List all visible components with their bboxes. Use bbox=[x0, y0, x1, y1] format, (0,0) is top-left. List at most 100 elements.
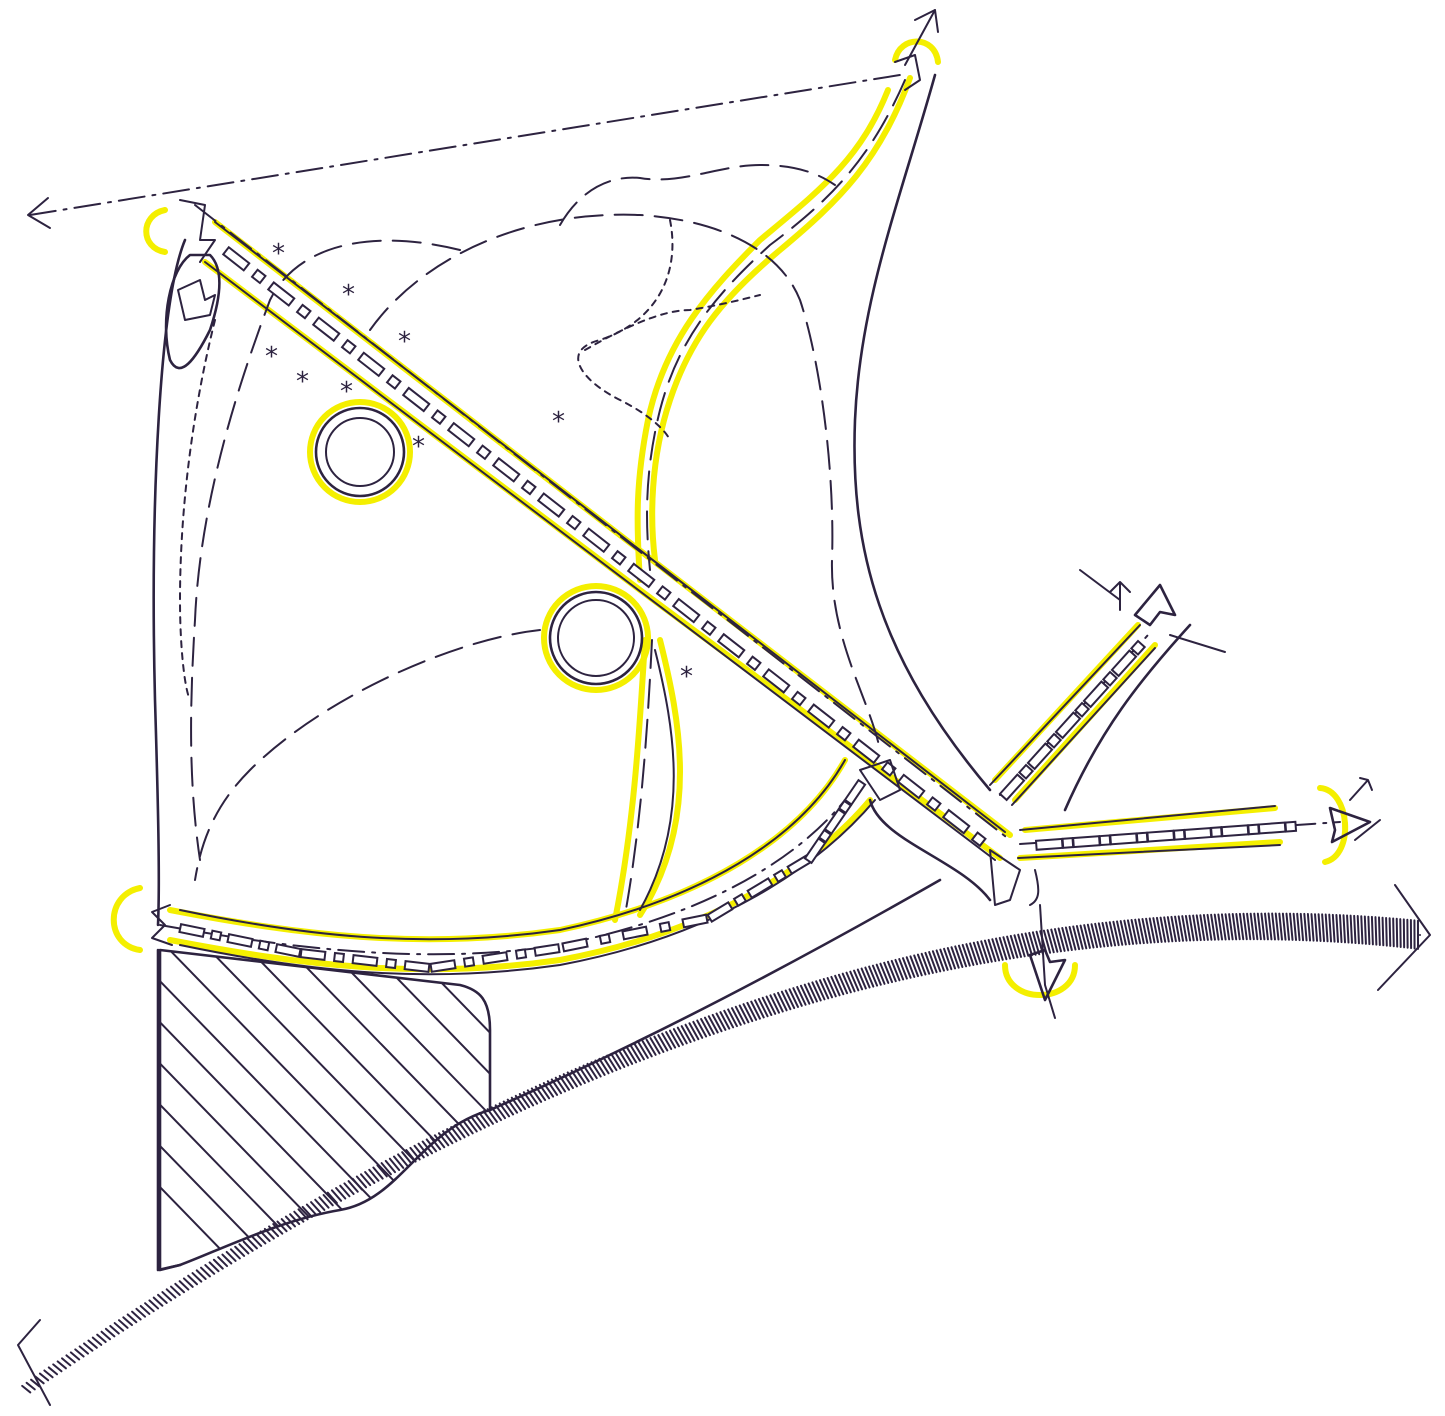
dashed-path-arc bbox=[369, 213, 881, 751]
round-plaza-central bbox=[548, 590, 644, 686]
svg-text:*: * bbox=[342, 280, 355, 310]
building-block bbox=[581, 527, 611, 554]
secondary-paths bbox=[179, 164, 881, 881]
north-east-branch-road bbox=[989, 569, 1226, 812]
building-block bbox=[491, 456, 521, 483]
building-block bbox=[621, 925, 649, 941]
building-block bbox=[803, 837, 827, 865]
east-branch-arrow-thin bbox=[1349, 777, 1381, 841]
building-block bbox=[475, 444, 492, 461]
building-block bbox=[1109, 832, 1138, 846]
junction bbox=[859, 759, 1040, 906]
highlight-cap-west bbox=[143, 207, 168, 255]
west-building bbox=[164, 253, 221, 370]
south-lower-edge bbox=[488, 878, 942, 1112]
building-block bbox=[178, 922, 206, 939]
building-block bbox=[1172, 828, 1186, 841]
east-branch-arrow bbox=[1328, 806, 1372, 844]
building-block bbox=[1210, 826, 1223, 839]
building-block bbox=[610, 549, 627, 566]
inner-arm-west bbox=[624, 639, 653, 916]
building-block bbox=[655, 584, 672, 601]
building-block bbox=[1183, 826, 1213, 840]
building-block bbox=[384, 957, 398, 970]
building-block bbox=[772, 868, 788, 884]
east-branch-road bbox=[1017, 777, 1381, 859]
ne-branch-arrow bbox=[1133, 583, 1177, 627]
building-block bbox=[226, 932, 254, 949]
building-block bbox=[817, 828, 833, 844]
building-block bbox=[626, 562, 656, 589]
building-block bbox=[209, 929, 223, 942]
building-block bbox=[843, 778, 867, 806]
building-block bbox=[970, 831, 987, 848]
building-block bbox=[925, 796, 942, 813]
building-block bbox=[1034, 837, 1064, 851]
building-block bbox=[806, 703, 836, 730]
highlight-curve-north-inner bbox=[634, 87, 891, 583]
highlight-cap-east bbox=[1317, 785, 1348, 865]
curved-avenue-north bbox=[646, 54, 921, 571]
building-block bbox=[1072, 835, 1101, 849]
building-block bbox=[1129, 639, 1147, 656]
building-block bbox=[851, 738, 881, 765]
ne-branch-outer-edge bbox=[1063, 623, 1192, 812]
svg-text:*: * bbox=[412, 432, 425, 462]
building-block bbox=[403, 960, 431, 973]
building-block bbox=[716, 632, 746, 659]
building-block bbox=[745, 655, 762, 672]
diagonal-start-arrow bbox=[179, 199, 216, 263]
svg-text:*: * bbox=[552, 407, 565, 437]
hatch-lines bbox=[160, 950, 490, 1270]
building-block bbox=[565, 514, 582, 531]
building-block bbox=[671, 597, 701, 624]
building-block bbox=[299, 948, 327, 961]
south-avenue-centerline bbox=[159, 779, 861, 956]
south-avenue-building-blocks bbox=[178, 778, 867, 973]
tree-marks: * * * * * * * * * bbox=[265, 239, 693, 692]
dotted-path-west bbox=[179, 319, 216, 701]
dashed-path-west-arc bbox=[190, 239, 461, 861]
building-block bbox=[998, 773, 1026, 802]
building-block bbox=[1101, 670, 1119, 687]
building-block bbox=[332, 951, 346, 964]
building-block bbox=[658, 921, 672, 933]
dashed-path-north bbox=[559, 164, 836, 226]
building-block bbox=[790, 690, 807, 707]
dashed-path-inner-loop bbox=[194, 629, 541, 881]
diagonal-south-edge bbox=[204, 261, 996, 861]
curve-north-arrow bbox=[894, 54, 921, 91]
building-block bbox=[520, 479, 537, 496]
building-block bbox=[1082, 680, 1110, 709]
building-block bbox=[430, 409, 447, 426]
hatched-block-outline bbox=[158, 948, 492, 1272]
building-block bbox=[274, 942, 302, 959]
building-block bbox=[1026, 742, 1054, 771]
building-block bbox=[514, 948, 528, 960]
building-block bbox=[1284, 820, 1298, 833]
highlight-curve-north bbox=[649, 75, 913, 563]
main-diagonal-avenue bbox=[179, 199, 1011, 861]
highlight-ne-branch-bottom bbox=[1012, 642, 1158, 803]
inner-triangle-arms bbox=[624, 639, 675, 916]
building-block bbox=[429, 959, 457, 973]
building-block bbox=[385, 373, 402, 390]
building-block bbox=[761, 667, 791, 694]
svg-text:*: * bbox=[398, 327, 411, 357]
northern-dashdot-boundary bbox=[29, 74, 901, 216]
round-plaza-north bbox=[314, 406, 406, 498]
svg-text:*: * bbox=[340, 377, 353, 407]
building-block bbox=[1220, 824, 1250, 838]
building-block bbox=[1247, 823, 1260, 836]
building-block bbox=[681, 913, 709, 929]
diagonal-building-blocks bbox=[221, 245, 987, 848]
south-edge bbox=[868, 798, 992, 902]
building-block bbox=[356, 351, 386, 378]
south-avenue-west-arrow bbox=[151, 904, 173, 946]
diagonal-north-edge bbox=[214, 221, 1006, 833]
building-block bbox=[340, 338, 357, 355]
east-curved-edge bbox=[853, 73, 992, 792]
west-building-detail bbox=[177, 279, 216, 321]
building-block bbox=[257, 939, 271, 952]
yellow-highlights bbox=[110, 38, 1348, 998]
